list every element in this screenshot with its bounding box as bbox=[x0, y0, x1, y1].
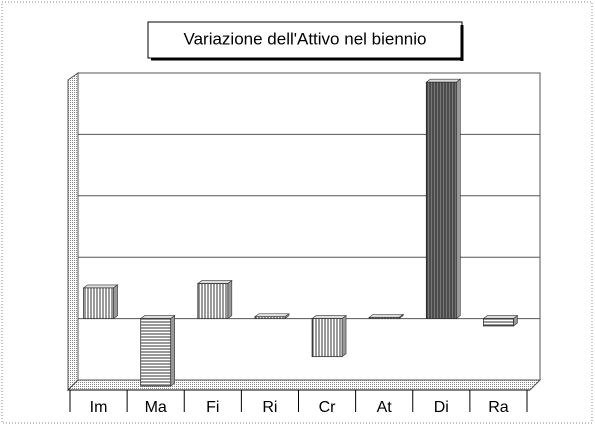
bar bbox=[140, 318, 172, 387]
title-box bbox=[147, 21, 463, 59]
bar bbox=[311, 318, 343, 358]
x-tick-label: Im bbox=[90, 399, 108, 416]
bar-top bbox=[254, 313, 290, 318]
x-tick-label: Ma bbox=[145, 399, 167, 416]
bar bbox=[483, 318, 514, 327]
bar-top bbox=[482, 315, 519, 319]
bar-side bbox=[227, 280, 233, 320]
x-tick-label: At bbox=[377, 399, 393, 416]
side-wall bbox=[67, 72, 79, 392]
bar-top bbox=[139, 315, 176, 319]
bar-side bbox=[341, 315, 347, 358]
bar-top bbox=[425, 78, 462, 83]
bar-top bbox=[368, 314, 405, 318]
x-tick-label: Di bbox=[434, 399, 449, 416]
bar-side bbox=[113, 284, 118, 320]
bar-side bbox=[456, 78, 461, 320]
x-tick-label: Cr bbox=[319, 399, 337, 416]
frame bbox=[1, 1, 593, 424]
bar bbox=[197, 283, 229, 319]
bar-side bbox=[170, 315, 175, 387]
x-tick-label: Fi bbox=[206, 399, 219, 416]
bar-top bbox=[196, 280, 233, 284]
x-tick-label: Ra bbox=[488, 399, 509, 416]
bar bbox=[425, 81, 457, 319]
x-tick-label: Ri bbox=[262, 399, 277, 416]
bar-top bbox=[82, 284, 119, 289]
bar-top bbox=[311, 315, 347, 319]
bar bbox=[368, 316, 400, 320]
bar bbox=[254, 316, 286, 319]
chart-title: Variazione dell'Attivo nel biennio bbox=[184, 29, 427, 48]
bar bbox=[83, 287, 114, 319]
floor bbox=[66, 379, 542, 391]
